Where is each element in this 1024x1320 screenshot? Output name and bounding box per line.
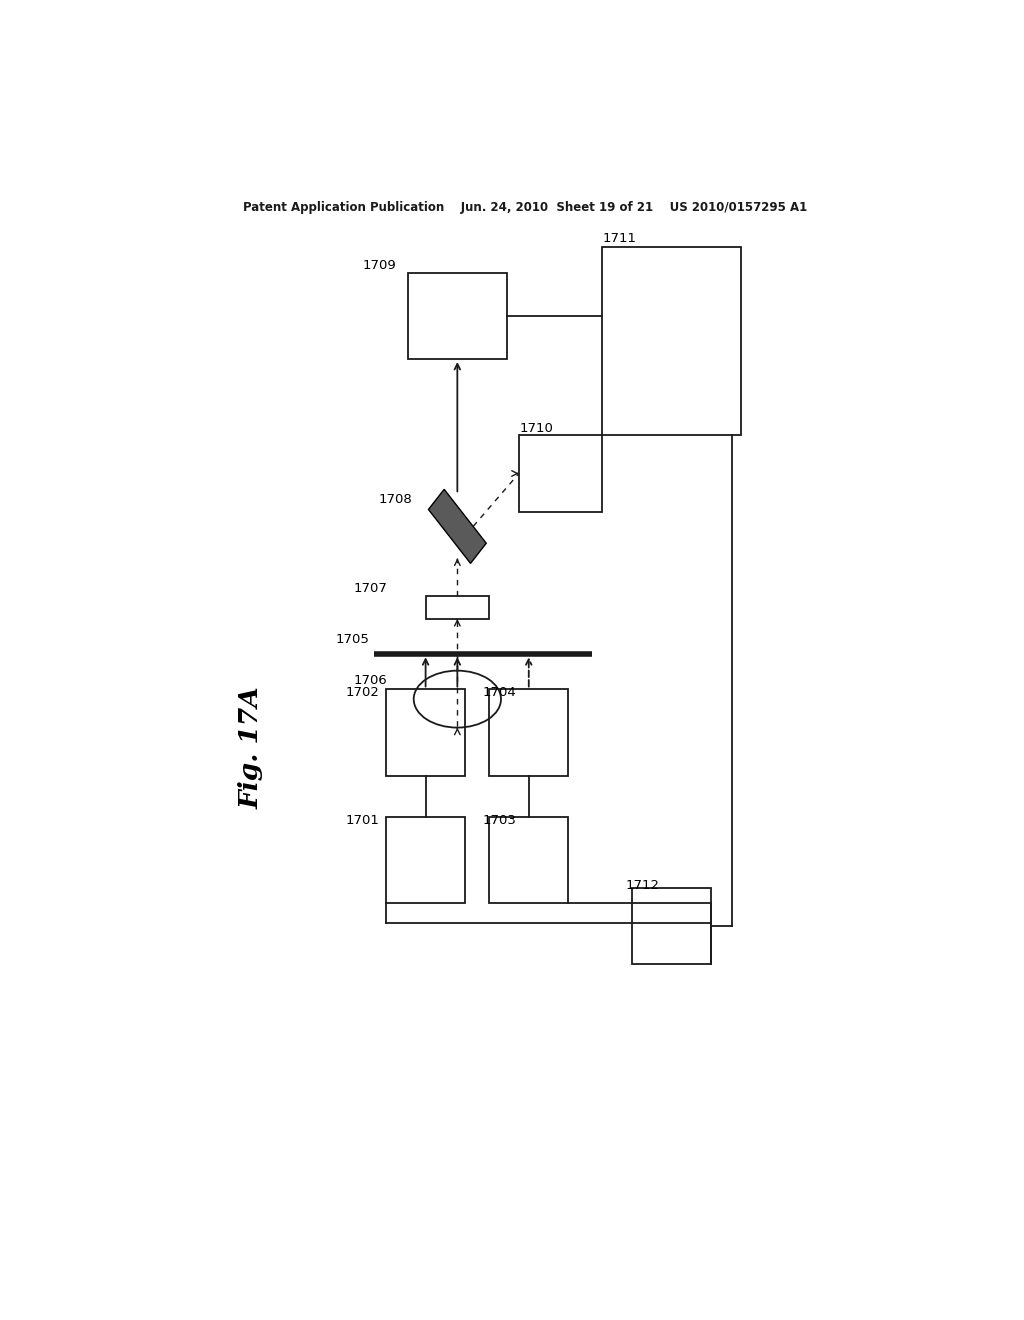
Bar — [519, 436, 602, 512]
Polygon shape — [428, 490, 486, 564]
Bar — [602, 247, 741, 436]
Bar — [386, 817, 465, 903]
Bar — [408, 273, 507, 359]
Bar — [489, 817, 568, 903]
Text: 1702: 1702 — [346, 686, 380, 700]
Text: 1708: 1708 — [378, 492, 412, 506]
Text: 1709: 1709 — [362, 259, 396, 272]
Text: 1712: 1712 — [626, 879, 659, 892]
Text: 1705: 1705 — [336, 634, 370, 647]
Text: 1703: 1703 — [482, 814, 517, 828]
Text: 1710: 1710 — [519, 422, 553, 434]
Bar — [386, 689, 465, 776]
Text: Fig. 17A: Fig. 17A — [239, 686, 263, 809]
Bar — [426, 597, 489, 619]
Bar — [489, 689, 568, 776]
Text: 1707: 1707 — [353, 582, 387, 595]
Text: 1711: 1711 — [602, 232, 637, 244]
Text: Patent Application Publication    Jun. 24, 2010  Sheet 19 of 21    US 2010/01572: Patent Application Publication Jun. 24, … — [243, 201, 807, 214]
Bar — [632, 887, 712, 964]
Text: 1706: 1706 — [353, 675, 387, 686]
Text: 1701: 1701 — [346, 814, 380, 828]
Text: 1704: 1704 — [482, 686, 516, 700]
